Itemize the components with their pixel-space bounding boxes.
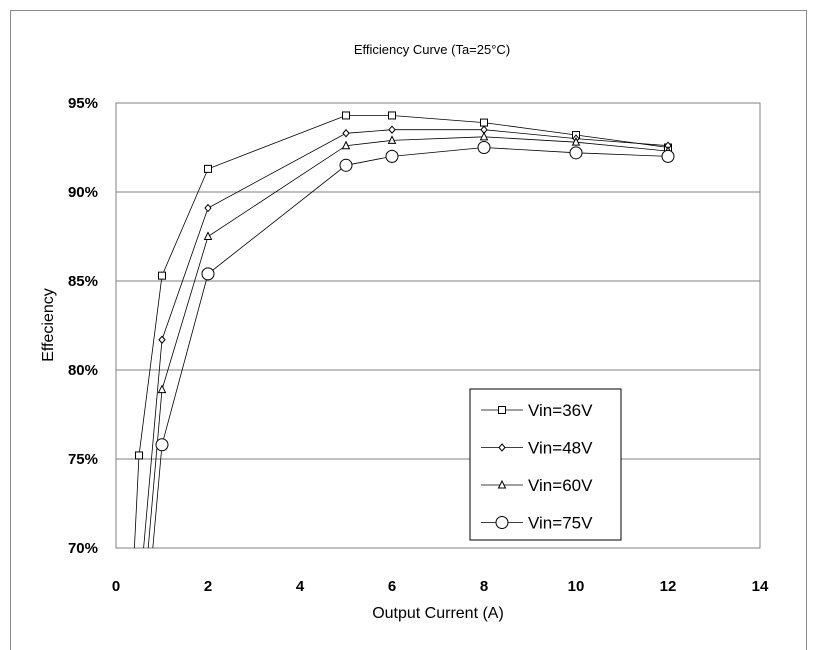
x-axis-label: Output Current (A)	[372, 605, 504, 622]
x-tick-label: 14	[752, 578, 769, 595]
x-tick-label: 4	[296, 578, 305, 595]
data-point	[571, 137, 581, 146]
y-tick-label: 95%	[68, 95, 98, 112]
data-point	[157, 384, 167, 394]
legend-marker	[498, 443, 506, 452]
data-point	[203, 231, 213, 240]
chart-title: Efficiency Curve (Ta=25°C)	[354, 42, 510, 57]
data-point	[204, 164, 212, 173]
data-point	[204, 203, 212, 213]
data-point	[388, 125, 396, 134]
data-point	[479, 131, 489, 141]
legend-marker	[495, 516, 509, 529]
y-axis-ticks: 70% 75% 80% 85% 90% 95%	[68, 95, 98, 557]
y-tick-label: 75%	[68, 451, 98, 468]
data-point	[480, 118, 488, 127]
legend-marker	[498, 406, 506, 414]
data-point	[388, 111, 396, 120]
data-point	[135, 451, 143, 460]
y-tick-label: 80%	[68, 362, 98, 379]
data-point	[342, 111, 350, 120]
legend: Vin=36V Vin=48V Vin=60V Vin=75V	[469, 388, 622, 541]
y-tick-label: 70%	[68, 540, 98, 557]
y-axis-label: Effeciency	[40, 288, 57, 362]
y-tick-label: 85%	[68, 273, 98, 290]
data-point	[385, 149, 399, 163]
x-tick-label: 10	[568, 578, 585, 595]
legend-marker	[497, 479, 507, 489]
series-circle	[152, 141, 675, 549]
data-point	[155, 438, 169, 452]
plot-area	[115, 102, 761, 549]
data-point	[341, 140, 351, 150]
x-tick-label: 2	[204, 578, 212, 595]
legend-label: Vin=48V	[528, 439, 593, 458]
series-line	[147, 136, 669, 549]
data-point	[569, 146, 583, 160]
data-point	[477, 141, 491, 154]
legend-label: Vin=75V	[528, 514, 593, 533]
x-tick-label: 12	[660, 578, 677, 595]
grid-lines	[116, 191, 760, 460]
legend-label: Vin=60V	[528, 476, 593, 495]
legend-label: Vin=36V	[528, 401, 593, 420]
data-point	[661, 149, 675, 163]
data-point	[387, 135, 397, 144]
x-axis-ticks: 0 2 4 6 8 10 12 14	[112, 578, 769, 595]
data-point	[158, 335, 166, 345]
series-diamond	[143, 125, 672, 549]
data-point	[201, 267, 215, 281]
x-tick-label: 8	[480, 578, 488, 595]
data-point	[158, 271, 166, 280]
y-tick-label: 90%	[68, 184, 98, 201]
data-point	[342, 128, 350, 138]
series-group	[134, 111, 675, 549]
x-tick-label: 6	[388, 578, 396, 595]
chart-frame	[10, 10, 807, 650]
x-tick-label: 0	[112, 578, 120, 595]
series-line	[152, 147, 669, 549]
legend-box	[469, 388, 622, 541]
data-point	[339, 158, 353, 172]
series-line	[143, 129, 669, 549]
